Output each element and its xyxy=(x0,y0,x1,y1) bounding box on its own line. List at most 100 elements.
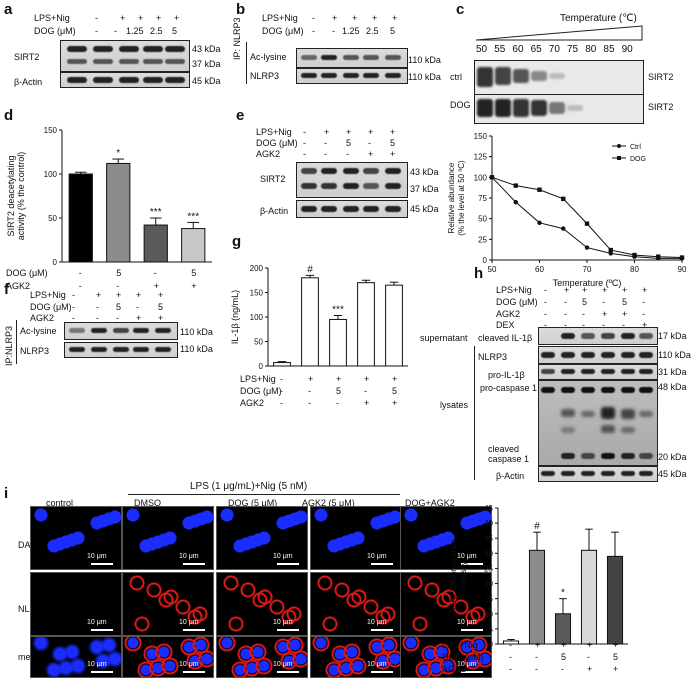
bar xyxy=(606,555,624,645)
lane-value: + xyxy=(116,290,122,300)
y-tick-label: 75 xyxy=(478,194,487,203)
lane-value: - xyxy=(96,302,99,312)
data-point xyxy=(656,254,661,259)
y-tick-label: 0 xyxy=(53,258,58,267)
y-tick-label: 40 xyxy=(484,519,493,528)
scale-bar xyxy=(461,563,483,565)
lane-value: 1.25 xyxy=(126,26,144,36)
row-label: AGK2 xyxy=(240,398,265,408)
micrograph-merge-1: 10 μm xyxy=(122,636,214,678)
data-point xyxy=(584,245,590,250)
y-tick-label: 25 xyxy=(484,564,493,573)
bar xyxy=(68,173,93,263)
blot-label: pro-caspase 1 xyxy=(480,383,538,393)
bracket-line xyxy=(246,42,247,84)
y-tick-label: 150 xyxy=(474,132,488,141)
bar xyxy=(385,284,403,367)
lane-value: - xyxy=(544,320,547,330)
lane-value: - xyxy=(582,309,585,319)
row-value: 5 xyxy=(336,386,342,396)
blot-label: pro-IL-1β xyxy=(488,370,525,380)
kda-label: 17 kDa xyxy=(658,331,687,341)
column-label: AGK2 (5 μM) xyxy=(302,498,355,508)
significance-mark: # xyxy=(534,521,540,532)
row-value: 5 xyxy=(191,268,197,278)
lane-value: 5 xyxy=(390,138,396,148)
data-point xyxy=(513,199,518,205)
data-point xyxy=(608,247,613,253)
y-tick-label: 20 xyxy=(484,580,493,589)
y-tick-label: 125 xyxy=(474,153,488,162)
y-axis-label: (% the level at 50 ºC) xyxy=(457,160,466,236)
y-tick-label: 5 xyxy=(489,625,494,634)
bar xyxy=(106,162,131,263)
micrograph-dapi-2: 10 μm xyxy=(216,506,308,570)
data-point xyxy=(561,196,566,202)
ip-label: IP: NLRP3 xyxy=(232,17,242,60)
x-tick-label: 70 xyxy=(583,265,592,274)
y-tick-label: 50 xyxy=(478,215,487,224)
western-blot xyxy=(538,466,658,482)
data-point xyxy=(561,226,566,231)
row-value: - xyxy=(280,374,283,384)
micrograph-dapi-3: 10 μm xyxy=(310,506,402,570)
lane-value: 1.25 xyxy=(342,26,360,36)
kda-label: 45 kDa xyxy=(192,76,221,86)
section-label: lysates xyxy=(440,400,469,410)
lane-value: + xyxy=(174,13,180,23)
micrograph-nlrp3-1: 10 μm xyxy=(122,572,214,636)
lane-value: - xyxy=(564,297,567,307)
blot-label: NLRP3 xyxy=(250,71,280,81)
western-blot xyxy=(538,346,658,364)
scale-bar xyxy=(277,563,299,565)
significance-mark: * xyxy=(561,588,565,599)
temperature-tick: 90 xyxy=(621,44,633,55)
panel-label: g xyxy=(232,233,242,250)
lane-value: - xyxy=(95,26,98,36)
y-tick-label: 15 xyxy=(484,595,493,604)
data-point xyxy=(608,251,613,256)
kda-label: 20 kDa xyxy=(658,452,687,462)
lane-value: - xyxy=(303,149,306,159)
row-value: - xyxy=(535,652,538,662)
significance-mark: *** xyxy=(187,211,199,222)
row-label: DOG (μM) xyxy=(30,302,72,312)
lane-value: 5 xyxy=(116,302,122,312)
scale-bar xyxy=(371,671,393,673)
row-label: DEX xyxy=(496,320,515,330)
lane-value: + xyxy=(602,285,608,295)
legend-marker xyxy=(617,156,621,160)
western-blot xyxy=(296,48,408,68)
micrograph-nlrp3-4: 10 μm xyxy=(400,572,492,636)
significance-mark: * xyxy=(116,148,120,159)
kda-label: 45 kDa xyxy=(658,469,687,479)
lane-value: - xyxy=(72,290,75,300)
lane-value: + xyxy=(372,13,378,23)
lane-value: - xyxy=(303,127,306,137)
data-point xyxy=(679,255,685,260)
lane-value: - xyxy=(564,309,567,319)
y-axis-label: activity (% the control) xyxy=(16,152,26,241)
row-label: AGK2 xyxy=(256,149,281,159)
row-label: AGK2 xyxy=(6,281,31,291)
y-tick-label: 35 xyxy=(484,534,493,543)
y-tick-label: 150 xyxy=(250,289,264,298)
temperature-tick: 55 xyxy=(494,44,506,55)
western-blot xyxy=(538,327,658,345)
bracket-line xyxy=(16,320,17,364)
lane-value: + xyxy=(622,285,628,295)
y-tick-label: 200 xyxy=(250,264,264,273)
bar xyxy=(301,277,319,367)
y-tick-label: 100 xyxy=(250,313,264,322)
scale-bar xyxy=(371,629,393,631)
lane-value: - xyxy=(622,320,625,330)
lane-value: 2.5 xyxy=(150,26,163,36)
lane-value: - xyxy=(324,149,327,159)
kda-label: 110 kDa xyxy=(408,55,441,65)
blot-label: SIRT2 xyxy=(14,52,40,62)
scale-bar xyxy=(183,671,205,673)
western-blot xyxy=(296,200,408,218)
panel-label: b xyxy=(236,1,246,18)
y-tick-label: 25 xyxy=(478,235,487,244)
